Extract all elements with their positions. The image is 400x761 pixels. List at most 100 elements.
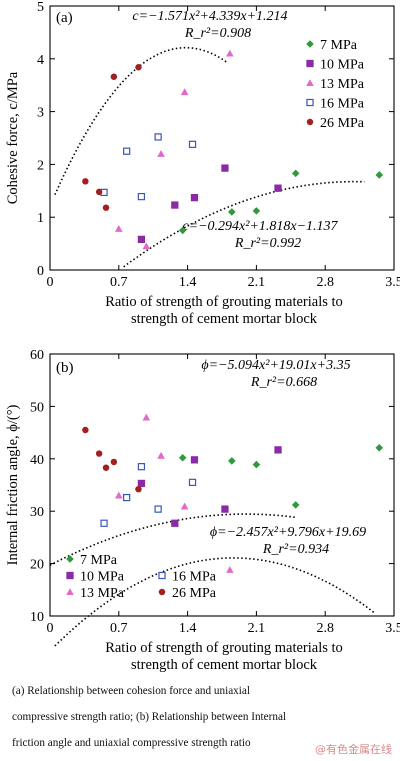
caption-line-1: (a) Relationship between cohesion force … [12,685,250,697]
data-point [123,493,131,502]
data-point [123,147,131,155]
caption-line-2: compressive strength ratio; (b) Relation… [12,711,287,723]
x-tick-label: 2.1 [248,275,266,290]
data-point [154,505,162,513]
fit-equation: c=−1.571x²+4.339x+1.214 [132,9,287,24]
y-tick-label: 40 [30,453,44,468]
fit-curve [54,46,228,196]
data-point [228,457,236,465]
data-point [171,519,179,527]
x-axis-label: strength of cement mortar block [131,311,318,327]
x-tick-label: 2.8 [316,275,334,290]
data-point [115,225,123,232]
fit-equation: ϕ=−5.094x²+19.01x+3.35 [201,358,350,373]
data-point [135,485,142,493]
x-tick-label: 3.5 [385,275,400,290]
legend-label: 10 MPa [320,58,365,73]
legend-marker [66,571,74,580]
y-tick-label: 4 [37,53,44,68]
x-axis-label: strength of cement mortar block [131,657,318,673]
data-point [157,150,165,157]
legend-label: 13 MPa [320,77,365,92]
data-point [115,491,123,499]
panel-label: (b) [56,360,74,376]
y-tick-label: 1 [37,211,44,226]
legend-label: 13 MPa [80,586,125,601]
panel-label: (a) [56,10,73,26]
data-point [110,73,118,80]
y-tick-label: 2 [37,158,44,173]
data-point [274,184,282,192]
x-tick-label: 2.1 [248,621,266,636]
data-point [226,566,234,573]
legend-marker [66,588,74,596]
data-point [226,49,234,57]
data-point [190,456,199,464]
legend-label: 16 MPa [172,570,217,585]
data-point [154,133,162,141]
data-point [171,201,179,209]
legend-marker [158,571,166,580]
data-point [95,188,103,196]
fit-r-squared: R_r²=0.934 [262,542,329,557]
fit-r-squared: R_r²=0.992 [234,236,301,251]
data-point [274,446,282,454]
x-tick-label: 3.5 [385,621,400,636]
fit-r-squared: R_r²=0.668 [250,375,317,390]
y-axis-label: Cohesive force, c/MPa [5,71,21,204]
data-point [190,194,199,202]
fit-equation: ϕ=−2.457x²+9.796x+19.69 [210,525,366,540]
data-point [375,443,384,452]
data-point [110,458,118,466]
x-tick-label: 0.7 [110,275,128,290]
data-point [142,413,151,421]
plot-frame [49,353,395,617]
fit-curve [123,180,365,268]
y-tick-label: 30 [30,505,44,520]
data-point [178,226,187,235]
data-point [100,519,108,527]
data-point [180,502,189,510]
x-axis-label: Ratio of strength of grouting materials … [105,294,343,310]
caption-line-3: friction angle and uniaxial compressive … [12,737,251,749]
data-point [178,453,187,462]
figure-caption: (a) Relationship between cohesion force … [12,678,392,756]
y-tick-label: 10 [30,610,44,625]
legend-label: 7 MPa [80,553,118,568]
y-tick-label: 3 [37,106,44,121]
plot-frame [49,5,395,271]
data-point [188,478,197,487]
legend-label: 16 MPa [320,97,365,112]
data-point [291,169,300,178]
x-tick-label: 1.4 [179,621,197,636]
watermark: @有色金属在线 [315,743,392,756]
y-tick-label: 5 [37,0,44,15]
chart-panel-a: 0 0.7 1.4 2.1 2.8 3.5 0 1 2 3 4 5 Ratio of strength … [5,0,400,327]
data-point [375,171,384,179]
data-point [137,479,146,488]
data-point [221,505,229,513]
data-point [252,460,261,469]
data-point [102,464,110,471]
y-tick-label: 20 [30,558,44,573]
legend-marker [306,40,314,48]
data-point [291,501,300,509]
data-point [102,204,110,211]
data-point [228,208,236,216]
data-point [137,192,146,201]
y-tick-label: 60 [30,348,44,363]
data-point [137,235,146,244]
x-tick-label: 0 [47,621,54,636]
data-point [135,64,142,71]
legend-marker [306,118,314,126]
data-point [252,207,261,215]
figure-canvas: 0 0.7 1.4 2.1 2.8 3.5 0 1 2 3 4 5 Ratio of strength … [5,0,400,673]
legend-marker [66,555,74,563]
data-point [180,88,189,96]
legend-marker [306,98,314,107]
data-point [95,450,103,457]
data-point [142,242,151,250]
data-point [188,140,197,148]
